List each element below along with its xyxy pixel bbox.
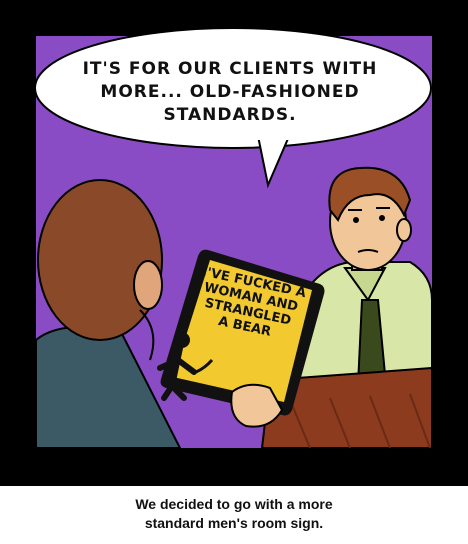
speech-line: IT'S FOR OUR CLIENTS WITH bbox=[82, 59, 378, 79]
speech-balloon bbox=[34, 27, 432, 189]
speech-line: MORE... OLD-FASHIONED bbox=[100, 82, 360, 102]
comic-artwork bbox=[0, 0, 468, 486]
speech-line: STANDARDS. bbox=[163, 105, 297, 125]
comic-panel: IT'S FOR OUR CLIENTS WITH MORE... OLD-FA… bbox=[0, 0, 468, 486]
comic-caption: We decided to go with a more standard me… bbox=[0, 495, 468, 533]
caption-line: We decided to go with a more bbox=[135, 496, 333, 512]
sign bbox=[157, 249, 325, 416]
caption-line: standard men's room sign. bbox=[144, 515, 324, 531]
man-left bbox=[35, 179, 182, 449]
speech-text: IT'S FOR OUR CLIENTS WITH MORE... OLD-FA… bbox=[60, 58, 400, 127]
man-right bbox=[294, 166, 433, 401]
hand bbox=[230, 383, 284, 428]
